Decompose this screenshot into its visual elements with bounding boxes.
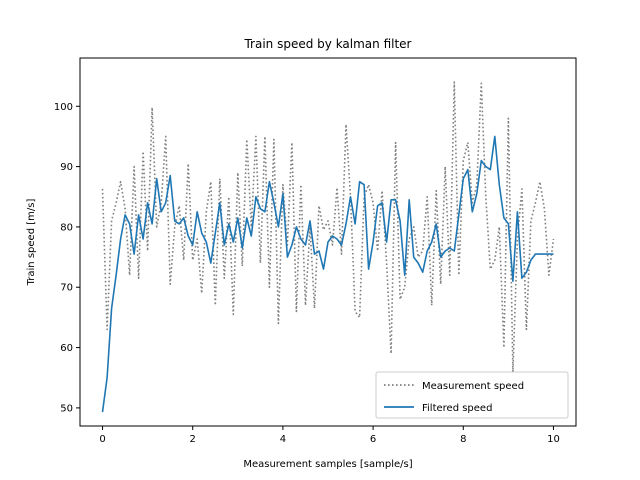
legend-label-filtered: Filtered speed [422,403,492,414]
x-tick-label: 8 [460,434,466,445]
x-tick-label: 10 [547,434,560,445]
y-tick-label: 100 [54,102,73,113]
legend-box [375,371,569,419]
y-tick-label: 90 [60,162,73,173]
series-layer [101,81,555,413]
plot-area [79,57,577,427]
x-tick-label: 0 [99,434,105,445]
y-tick-label: 50 [60,403,73,414]
chart-title: Train speed by kalman filter [243,37,411,51]
y-axis: 50 60 70 80 90 100 [54,102,80,414]
x-tick-label: 2 [190,434,196,445]
filtered-speed-line [101,135,554,413]
x-tick-label: 6 [370,434,376,445]
y-tick-label: 70 [60,283,73,294]
x-tick-label: 4 [280,434,286,445]
legend: Measurement speed Filtered speed [375,371,569,419]
y-tick-label: 80 [60,222,73,233]
x-axis: 0 2 4 6 8 10 [99,426,560,445]
x-axis-label: Measurement samples [sample/s] [243,459,412,470]
measurement-speed-line [101,81,555,373]
y-axis-label: Train speed [m/s] [26,199,37,287]
y-tick-label: 60 [60,343,73,354]
legend-label-measurement: Measurement speed [422,381,524,392]
